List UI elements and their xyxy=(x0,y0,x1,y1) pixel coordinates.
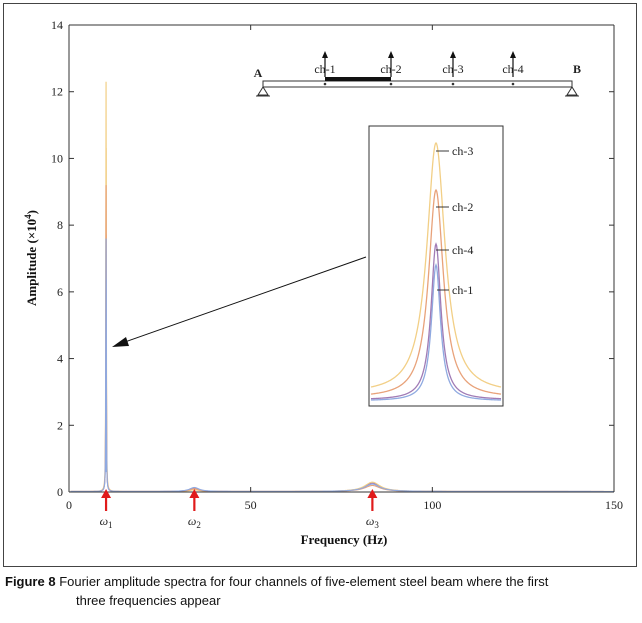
figure-frame xyxy=(3,3,637,567)
beam-thick-segment xyxy=(325,77,391,81)
caption-line2: three frequencies appear xyxy=(76,593,221,608)
freq-arrow-head xyxy=(367,489,378,498)
sensor-node xyxy=(451,82,455,86)
freq-marker-label: ω3 xyxy=(366,514,379,530)
caption-label: Figure 8 xyxy=(5,574,56,589)
sensor-node xyxy=(389,82,393,86)
zoom-inset: ch-3 ch-2 ch-4 ch-1 xyxy=(112,125,504,407)
x-tick-label: 50 xyxy=(245,498,257,512)
x-axis-label: Frequency (Hz) xyxy=(301,532,388,547)
channel-arrow-head xyxy=(510,51,516,58)
y-axis-label: Amplitude (×104) xyxy=(23,210,39,306)
beam-channel-label: ch-2 xyxy=(380,62,401,76)
frequency-markers: ω1 ω2 ω3 xyxy=(100,489,379,530)
beam-channel-label: ch-4 xyxy=(502,62,523,76)
y-tick-label: 10 xyxy=(51,151,63,165)
y-tick-label: 6 xyxy=(57,285,63,299)
x-tick-label: 0 xyxy=(66,498,72,512)
inset-channel-label: ch-4 xyxy=(452,243,473,257)
freq-marker-label: ω2 xyxy=(188,514,201,530)
beam-body xyxy=(262,80,573,88)
inset-curve-ch-1 xyxy=(370,263,502,401)
y-tick-label: 8 xyxy=(57,218,63,232)
inset-channel-label: ch-1 xyxy=(452,283,473,297)
sensor-node xyxy=(323,82,327,86)
series-line-ch-4 xyxy=(70,279,614,493)
series-peak-ch-1 xyxy=(104,238,108,472)
y-tick-label: 12 xyxy=(51,85,63,99)
figure-caption: Figure 8 Fourier amplitude spectra for f… xyxy=(5,572,635,610)
channel-arrow-head xyxy=(450,51,456,58)
freq-arrow-head xyxy=(101,489,112,498)
support-label-a: A xyxy=(254,66,263,80)
inset-pointer-head xyxy=(112,337,129,347)
channel-arrow-head xyxy=(388,51,394,58)
sensor-node xyxy=(511,82,515,86)
support-left xyxy=(257,86,269,96)
inset-curve-ch-2 xyxy=(370,188,502,395)
inset-curve-ch-3 xyxy=(370,141,502,388)
series-line-ch-1 xyxy=(70,279,614,493)
y-tick-label: 2 xyxy=(57,418,63,432)
x-tick-label: 100 xyxy=(423,498,441,512)
beam-diagram: A Bch-1 ch-2 ch-3 ch-4 xyxy=(254,51,581,97)
support-label-b: B xyxy=(573,62,581,76)
spectrum-curves xyxy=(70,81,614,493)
beam-channel-label: ch-3 xyxy=(442,62,463,76)
inset-channel-label: ch-2 xyxy=(452,200,473,214)
inset-channel-label: ch-3 xyxy=(452,144,473,158)
y-tick-label: 0 xyxy=(57,485,63,499)
caption-line1: Fourier amplitude spectra for four chann… xyxy=(59,574,549,589)
y-tick-label: 4 xyxy=(57,352,63,366)
inset-curve-ch-4 xyxy=(370,242,502,400)
x-tick-label: 150 xyxy=(605,498,623,512)
channel-arrow-head xyxy=(322,51,328,58)
series-line-ch-2 xyxy=(70,234,614,493)
y-axis: 0 2 4 6 8 10 12 14 xyxy=(51,18,614,499)
y-tick-label: 14 xyxy=(51,18,63,32)
support-right xyxy=(566,86,578,96)
x-axis: 0 50 100 150 xyxy=(66,24,623,512)
beam-channel-label: ch-1 xyxy=(314,62,335,76)
freq-arrow-head xyxy=(189,489,200,498)
freq-marker-label: ω1 xyxy=(100,514,113,530)
inset-pointer-line xyxy=(121,256,367,344)
series-line-ch-3 xyxy=(70,147,614,493)
